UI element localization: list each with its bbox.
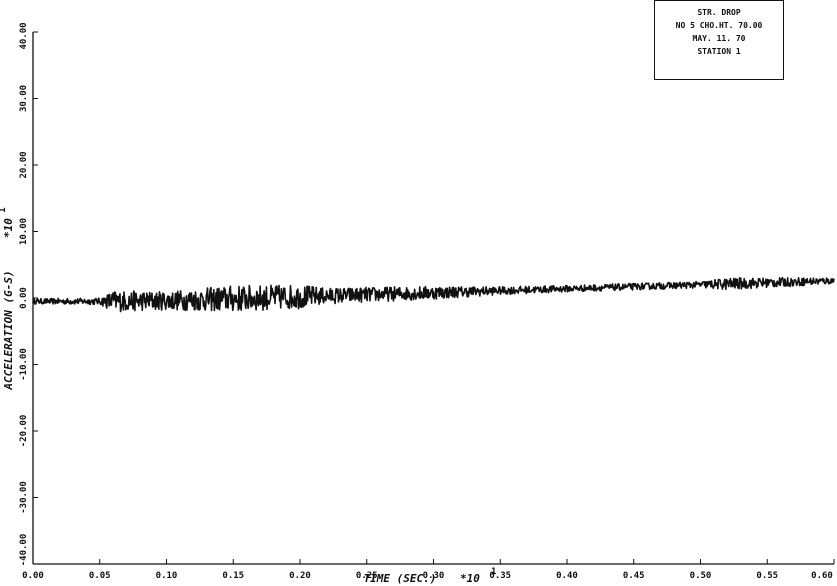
y-tick-label: 0.00 xyxy=(19,287,29,309)
x-tick-label: 0.20 xyxy=(289,571,311,581)
legend-line-run: NO 5 CHO.HT. 70.00 xyxy=(675,21,763,30)
y-tick-label: -30.00 xyxy=(19,481,29,514)
x-tick-label: 0.40 xyxy=(556,571,578,581)
x-axis-label: TIME (SEC.) xyxy=(364,572,437,585)
legend-line-date: MAY. 11. 70 xyxy=(692,34,746,43)
x-tick-label: 0.10 xyxy=(156,571,178,581)
x-tick-label: 0.50 xyxy=(690,571,712,581)
x-tick-label: 0.60 xyxy=(811,571,833,581)
y-tick-label: -10.00 xyxy=(19,348,29,381)
x-tick-label: 0.55 xyxy=(756,571,778,581)
x-tick-label: 0.45 xyxy=(623,571,645,581)
y-tick-label: -20.00 xyxy=(19,415,29,448)
y-tick-label: -40.00 xyxy=(19,534,29,567)
ticks: 0.00 0.05 0.10 0.15 0.20 0.25 0.30 0.35 0.40 0.45… xyxy=(19,22,835,581)
x-tick-label: 0.05 xyxy=(89,571,111,581)
series-line xyxy=(32,276,835,313)
legend-line-station: STATION 1 xyxy=(697,47,741,56)
x-axis-multiplier-exponent: 1 xyxy=(491,567,496,577)
x-tick-label: 0.35 xyxy=(489,571,511,581)
y-tick-label: 40.00 xyxy=(19,22,29,49)
y-tick-label: 10.00 xyxy=(19,218,29,245)
y-tick-label: 20.00 xyxy=(19,151,29,178)
y-tick-label: 30.00 xyxy=(19,85,29,112)
series xyxy=(32,276,835,313)
x-tick-label: 0.15 xyxy=(222,571,244,581)
x-tick-label: 0.00 xyxy=(22,571,44,581)
x-tick-label: 0.25 xyxy=(356,571,378,581)
x-axis-multiplier: *10 xyxy=(460,572,480,585)
x-tick-label: 0.30 xyxy=(423,571,445,581)
legend-line-test: STR. DROP xyxy=(697,8,741,17)
y-axis-multiplier-exponent: 1 xyxy=(0,207,8,212)
y-axis-label: ACCELERATION (G-S) xyxy=(2,270,15,390)
legend-box: STR. DROP NO 5 CHO.HT. 70.00 MAY. 11. 70… xyxy=(654,0,784,80)
y-axis-multiplier: *10 xyxy=(2,218,15,238)
